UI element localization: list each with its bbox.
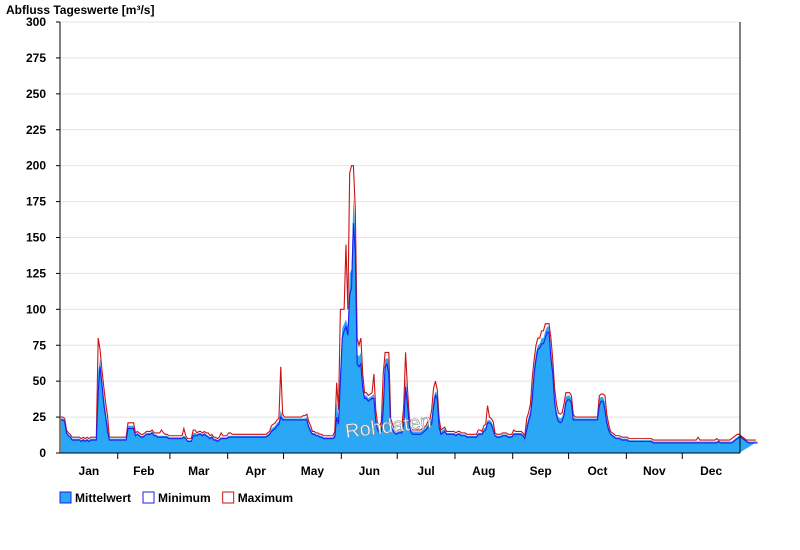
y-tick-label: 125 <box>26 266 46 280</box>
series-minimum-line <box>60 223 758 444</box>
plot-area <box>60 165 758 453</box>
x-tick-label: Feb <box>133 464 154 478</box>
y-tick-label: 225 <box>26 123 46 137</box>
x-tick-label: Jan <box>79 464 100 478</box>
y-tick-label: 275 <box>26 51 46 65</box>
x-tick-label: May <box>301 464 325 478</box>
x-tick-label: Jun <box>359 464 380 478</box>
y-tick-label: 50 <box>33 374 47 388</box>
x-tick-label: Nov <box>643 464 666 478</box>
y-tick-labels: 0 25 50 75 100 125 150 175 200 225 250 275 300 <box>26 15 46 460</box>
legend-label: Minimum <box>158 491 211 505</box>
legend-swatch-mittelwert <box>59 491 72 504</box>
x-tick-label: Mar <box>188 464 210 478</box>
grid-lines <box>56 21 740 454</box>
y-tick-label: 25 <box>33 410 47 424</box>
y-axis-title: Abfluss Tageswerte [m³/s] <box>6 3 154 17</box>
x-tick-label: Sep <box>530 464 552 478</box>
y-tick-label: 150 <box>26 231 46 245</box>
y-tick-label: 175 <box>26 195 46 209</box>
series-maximum-line <box>60 165 756 441</box>
y-tick-label: 200 <box>26 159 46 173</box>
x-tick-label: Oct <box>587 464 607 478</box>
legend-label: Mittelwert <box>75 491 131 505</box>
x-tick-label: Jul <box>417 464 434 478</box>
x-tick-label: Aug <box>472 464 495 478</box>
y-tick-label: 250 <box>26 87 46 101</box>
series-mittelwert-area <box>60 197 758 453</box>
y-tick-label: 100 <box>26 302 46 316</box>
legend-label: Maximum <box>238 491 293 505</box>
y-tick-label: 0 <box>39 446 46 460</box>
x-tick-label: Dec <box>700 464 722 478</box>
legend: Mittelwert Minimum Maximum <box>59 491 293 505</box>
x-tick-label: Apr <box>245 464 266 478</box>
legend-swatch-minimum <box>142 491 155 504</box>
legend-swatch-maximum <box>222 491 235 504</box>
y-tick-label: 75 <box>33 338 47 352</box>
month-labels: Jan Feb Mar Apr May Jun Jul Aug Sep Oct Nov Dec <box>79 453 722 478</box>
y-tick-label: 300 <box>26 15 46 29</box>
